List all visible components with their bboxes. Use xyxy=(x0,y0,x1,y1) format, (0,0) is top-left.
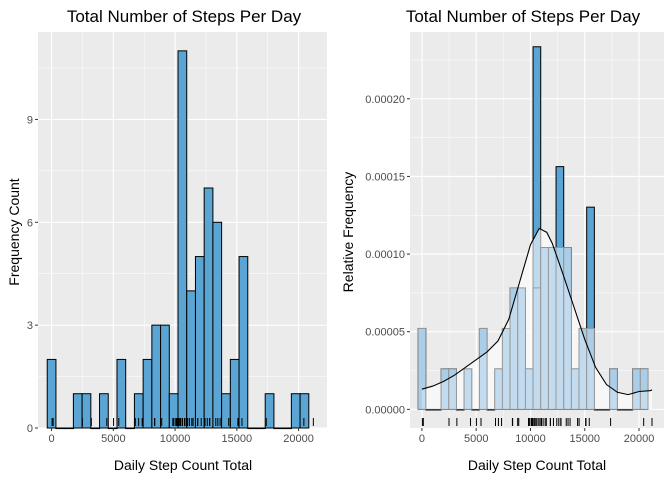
y-tick-label: 9 xyxy=(27,114,33,126)
y-axis-label: Relative Frequency xyxy=(340,172,356,293)
histogram-bar xyxy=(177,50,188,429)
histogram-bar xyxy=(194,256,205,429)
histogram-bar xyxy=(432,408,442,411)
y-tick-label: 0 xyxy=(27,423,33,435)
histogram-bar xyxy=(601,408,611,411)
histogram-bar xyxy=(160,324,170,429)
inner-histogram-bar xyxy=(440,368,450,410)
inner-histogram-bar xyxy=(563,247,572,410)
histogram-bar xyxy=(616,408,626,411)
histogram-bar xyxy=(273,427,284,430)
y-tick-label: 0.00020 xyxy=(365,94,405,106)
y-tick-label: 0.00000 xyxy=(365,404,405,416)
inner-histogram-bar xyxy=(448,368,457,410)
x-tick-label: 5000 xyxy=(101,433,125,445)
chart-title: Total Number of Steps Per Day xyxy=(406,7,641,26)
inner-histogram-bar xyxy=(639,368,649,410)
inner-histogram-bar xyxy=(570,368,580,410)
histogram-bar xyxy=(486,408,496,411)
x-tick-label: 20000 xyxy=(624,433,655,445)
y-tick-label: 6 xyxy=(27,217,33,229)
x-tick-label: 0 xyxy=(49,433,55,445)
y-tick-label: 0.00005 xyxy=(365,327,405,339)
histogram-bar xyxy=(186,290,196,429)
x-tick-label: 0 xyxy=(419,433,425,445)
x-axis-label: Daily Step Count Total xyxy=(114,457,252,473)
histogram-bar xyxy=(212,221,223,429)
histogram-bar xyxy=(99,393,109,429)
histogram-bar xyxy=(229,358,240,429)
histogram-bar xyxy=(624,408,634,411)
x-tick-label: 5000 xyxy=(464,433,488,445)
x-tick-label: 15000 xyxy=(222,433,253,445)
inner-histogram-bar xyxy=(586,328,595,410)
inner-histogram-bar xyxy=(532,287,542,410)
histogram-bar xyxy=(282,427,292,430)
x-tick-label: 15000 xyxy=(569,433,600,445)
histogram-bar xyxy=(107,427,118,430)
frequency-histogram-chart: 0 5000 10000 15000 20000 0 3 6 9 Total Number of… xyxy=(6,7,327,473)
histogram-bar xyxy=(46,358,57,429)
histogram-bar xyxy=(593,408,603,411)
y-tick-label: 0.00010 xyxy=(365,249,405,261)
histogram-bar xyxy=(151,324,162,429)
histogram-bar xyxy=(90,427,101,430)
histogram-bar xyxy=(55,427,66,430)
chart-title: Total Number of Steps Per Day xyxy=(67,7,302,26)
histogram-bar xyxy=(81,393,92,429)
inner-histogram-bar xyxy=(463,368,473,410)
inner-histogram-bar xyxy=(478,328,488,410)
plot-layer: 0 5000 10000 15000 20000 0 3 6 9 xyxy=(27,32,327,445)
histogram-bar xyxy=(455,408,465,411)
histogram-bar xyxy=(247,427,257,430)
histogram-bar xyxy=(203,187,214,429)
inner-histogram-bar xyxy=(540,247,549,410)
inner-histogram-bar xyxy=(501,328,511,410)
x-tick-label: 20000 xyxy=(283,433,314,445)
y-tick-label: 3 xyxy=(27,320,33,332)
plot-layer: 0 5000 10000 15000 20000 0.00000 0.00005 0.0001… xyxy=(365,32,664,445)
histogram-bar xyxy=(299,393,310,429)
x-tick-label: 10000 xyxy=(160,433,191,445)
inner-histogram-bar xyxy=(509,287,519,410)
inner-histogram-bar xyxy=(632,368,641,410)
inner-histogram-bar xyxy=(524,368,534,410)
x-axis-label: Daily Step Count Total xyxy=(468,457,606,473)
histogram-bar xyxy=(125,427,135,430)
histogram-bar xyxy=(116,358,127,429)
relative-frequency-histogram-chart: 0 5000 10000 15000 20000 0.00000 0.00005 0.0001… xyxy=(340,7,664,473)
inner-histogram-bar xyxy=(417,328,427,410)
histogram-bar xyxy=(255,427,266,430)
y-tick-label: 0.00015 xyxy=(365,171,405,183)
histogram-bar xyxy=(471,408,480,411)
inner-histogram-bar xyxy=(494,368,503,410)
density-curve xyxy=(421,227,653,396)
y-axis-label: Frequency Count xyxy=(6,178,22,286)
histogram-bar xyxy=(425,408,434,411)
histogram-bar xyxy=(290,393,301,429)
histogram-bar xyxy=(264,393,275,429)
histogram-bar xyxy=(64,427,74,430)
inner-histogram-bar xyxy=(547,247,557,410)
histogram-bar xyxy=(72,393,83,429)
inner-histogram-bar xyxy=(517,287,526,410)
histogram-bar xyxy=(142,358,153,429)
x-tick-label: 10000 xyxy=(515,433,546,445)
histogram-bar xyxy=(238,256,249,429)
